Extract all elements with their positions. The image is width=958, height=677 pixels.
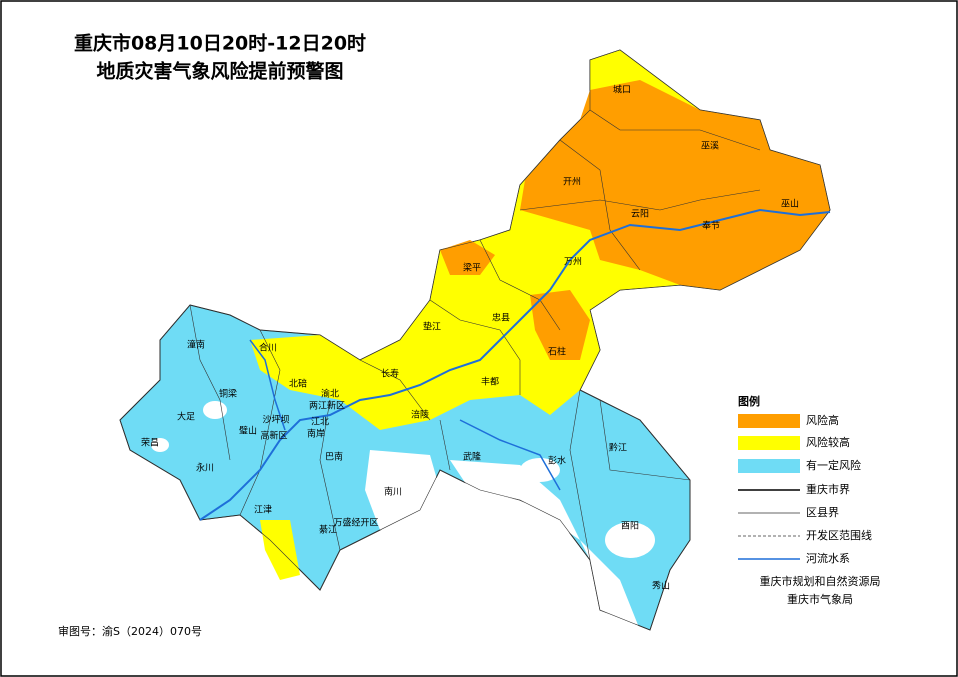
district-label: 武隆 xyxy=(463,451,481,463)
legend-label: 河流水系 xyxy=(806,551,850,565)
district-label: 开州 xyxy=(563,177,581,188)
district-label: 酉阳 xyxy=(621,521,639,532)
district-label: 渝北 xyxy=(321,388,339,400)
river xyxy=(249,339,286,431)
district-label: 黔江 xyxy=(609,442,627,454)
district-label: 合川 xyxy=(259,342,277,354)
county-boundaries xyxy=(189,109,761,561)
river xyxy=(459,419,561,491)
district-label: 北碚 xyxy=(289,378,307,390)
legend-label: 风险高 xyxy=(806,413,839,427)
district-label: 长寿 xyxy=(381,368,399,380)
legend-label: 区县界 xyxy=(806,506,839,519)
legend-label: 有一定风险 xyxy=(806,458,861,472)
district-label: 巴南 xyxy=(325,451,343,463)
district-label: 忠县 xyxy=(492,313,510,324)
district-label: 沙坪坝 xyxy=(262,415,289,426)
district-label: 丰都 xyxy=(481,376,499,388)
district-label: 云阳 xyxy=(631,209,649,220)
district-label: 巫溪 xyxy=(701,140,719,152)
title-line-1: 重庆市08月10日20时-12日20时 xyxy=(74,32,366,55)
legend-label: 重庆市界 xyxy=(806,482,850,496)
legend-swatch xyxy=(738,459,800,473)
district-label: 秀山 xyxy=(652,580,670,592)
district-label: 大足 xyxy=(177,411,195,423)
district-label: 南川 xyxy=(384,486,402,498)
district-label: 永川 xyxy=(196,462,214,474)
district-label: 铜梁 xyxy=(219,388,237,400)
district-label: 万盛经开区 xyxy=(333,517,378,529)
district-label: 梁平 xyxy=(463,262,481,274)
region-high-risk xyxy=(440,240,495,275)
district-label: 城口 xyxy=(613,85,631,96)
district-label: 潼南 xyxy=(187,339,205,351)
district-label: 江津 xyxy=(254,505,272,516)
legend-title: 图例 xyxy=(738,394,760,408)
title-line-2: 地质灾害气象风险提前预警图 xyxy=(96,60,343,83)
legend-label: 开发区范围线 xyxy=(806,528,872,542)
river xyxy=(199,208,831,521)
credit: 重庆市气象局 xyxy=(787,592,853,606)
district-label: 涪陵 xyxy=(411,409,429,421)
district-label: 綦江 xyxy=(319,524,337,536)
district-label: 垫江 xyxy=(423,321,441,333)
legend: 图例 风险高 风险较高 有一定风险 重庆市界 区县界 开发区范围线 河流水系 重… xyxy=(738,394,881,606)
district-label: 彭水 xyxy=(548,455,566,467)
legend-swatch xyxy=(738,436,800,450)
district-label: 江北 xyxy=(311,417,329,428)
district-label: 奉节 xyxy=(702,220,720,232)
legend-swatch xyxy=(738,414,800,428)
legend-label: 风险较高 xyxy=(806,435,850,449)
district-label: 两江新区 xyxy=(309,400,345,412)
review-number: 审图号：渝S（2024）070号 xyxy=(58,624,202,638)
district-label: 巫山 xyxy=(781,199,799,210)
district-label: 石柱 xyxy=(548,346,566,358)
district-label: 璧山 xyxy=(239,425,257,437)
district-label: 荣昌 xyxy=(141,437,159,449)
city-boundary xyxy=(119,49,831,631)
district-label: 高新区 xyxy=(260,430,287,442)
credit: 重庆市规划和自然资源局 xyxy=(760,574,881,588)
district-label: 南岸 xyxy=(307,428,325,440)
district-label: 万州 xyxy=(564,257,582,268)
